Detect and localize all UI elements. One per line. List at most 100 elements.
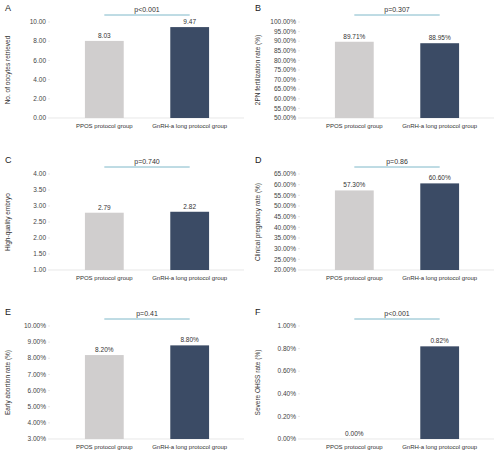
annotation-bracket	[104, 319, 189, 320]
data-label: 0.00%	[345, 430, 364, 437]
y-tick	[298, 227, 300, 228]
bar	[85, 41, 124, 118]
y-tick	[48, 342, 50, 343]
y-tick	[48, 390, 50, 391]
bar	[420, 346, 459, 439]
y-tick-label: 20.00%	[274, 266, 296, 273]
y-tick-label: 1.00	[33, 266, 46, 273]
x-axis-line	[50, 118, 244, 119]
panel-label: D	[255, 155, 262, 165]
annotation-bracket	[354, 167, 439, 168]
y-tick	[298, 393, 300, 394]
y-tick	[48, 238, 50, 239]
y-tick-label: 55.00%	[274, 192, 296, 199]
y-tick	[298, 118, 300, 119]
y-tick-label: 0.80%	[278, 345, 297, 352]
bar	[170, 27, 209, 118]
panel: CHigh-quality embryo1.001.502.002.503.00…	[4, 155, 244, 281]
y-tick	[298, 31, 300, 32]
y-tick	[48, 41, 50, 42]
y-tick	[48, 174, 50, 175]
y-tick	[48, 254, 50, 255]
y-tick-label: 5.00%	[28, 403, 47, 410]
x-axis-line	[50, 439, 244, 440]
y-tick	[298, 270, 300, 271]
annotation-bracket	[354, 15, 439, 16]
y-tick	[48, 374, 50, 375]
y-tick-label: 80.00%	[274, 57, 296, 64]
x-axis-line	[50, 270, 244, 271]
y-tick-label: 30.00%	[274, 245, 296, 252]
y-tick-label: 2.50	[33, 218, 46, 225]
annotation-bracket	[354, 319, 439, 320]
y-tick	[298, 259, 300, 260]
y-axis-label: High-quality embryo	[4, 193, 12, 251]
y-tick	[298, 60, 300, 61]
category-label: GnRH-a long protocol group	[152, 275, 228, 281]
y-tick-label: 25.00%	[274, 256, 296, 263]
y-axis-label: 2PN fertilization rate (%)	[254, 35, 262, 105]
y-axis-label: Early abortion rate (%)	[4, 350, 12, 415]
category-label: PPOS protocol group	[76, 123, 133, 129]
y-tick-label: 9.00%	[28, 338, 47, 345]
y-tick	[298, 206, 300, 207]
bar	[335, 190, 374, 270]
y-tick-label: 6.00	[33, 57, 46, 64]
y-tick-label: 3.00	[33, 202, 46, 209]
y-tick-label: 50.00%	[274, 202, 296, 209]
y-tick	[298, 216, 300, 217]
y-tick-label: 75.00%	[274, 66, 296, 73]
y-tick-label: 3.00%	[28, 435, 47, 442]
category-label: PPOS protocol group	[76, 444, 133, 450]
panel-label: E	[5, 307, 11, 317]
y-tick	[48, 358, 50, 359]
bars	[85, 345, 209, 439]
panel: ANo. of oocytes retrieved0.002.004.006.0…	[4, 3, 244, 129]
data-label: 9.47	[183, 18, 196, 25]
y-tick-label: 35.00%	[274, 234, 296, 241]
bars	[420, 346, 459, 439]
figure: ANo. of oocytes retrieved0.002.004.006.0…	[0, 0, 500, 466]
y-tick-label: 7.00%	[28, 371, 47, 378]
y-tick-label: 10.00%	[24, 322, 46, 329]
y-tick-label: 0.00%	[278, 435, 297, 442]
y-tick-label: 3.50	[33, 186, 46, 193]
annotation: p<0.001	[384, 310, 410, 318]
y-tick-label: 65.00%	[274, 170, 296, 177]
category-label: PPOS protocol group	[326, 444, 383, 450]
y-tick-label: 70.00%	[274, 76, 296, 83]
bar	[420, 43, 459, 118]
x-axis-line	[300, 439, 494, 440]
annotation-bracket	[104, 15, 189, 16]
y-tick-label: 85.00%	[274, 47, 296, 54]
y-tick-label: 65.00%	[274, 85, 296, 92]
y-tick-label: 10.00	[30, 18, 47, 25]
y-tick-label: 100.00%	[270, 18, 296, 25]
y-tick	[48, 60, 50, 61]
y-tick-label: 6.00%	[28, 387, 47, 394]
bar	[335, 42, 374, 118]
annotation-bracket	[104, 167, 189, 168]
y-tick	[298, 70, 300, 71]
y-tick-label: 60.00%	[274, 181, 296, 188]
data-label: 60.60%	[429, 174, 451, 181]
y-tick-label: 90.00%	[274, 37, 296, 44]
category-label: GnRH-a long protocol group	[402, 123, 478, 129]
y-tick	[48, 98, 50, 99]
y-tick	[298, 416, 300, 417]
panel-label: B	[255, 3, 261, 13]
panel-label: A	[5, 3, 11, 13]
y-tick	[48, 326, 50, 327]
annotation: p=0.307	[384, 6, 410, 14]
y-tick-label: 1.50	[33, 250, 46, 257]
y-tick	[48, 270, 50, 271]
x-axis-line	[300, 270, 494, 271]
y-tick-label: 45.00%	[274, 213, 296, 220]
panel: EEarly abortion rate (%)3.00%4.00%5.00%6…	[4, 307, 244, 450]
category-label: PPOS protocol group	[326, 275, 383, 281]
annotation: p=0.740	[134, 158, 160, 166]
y-tick-label: 8.00%	[28, 354, 47, 361]
x-axis-line	[300, 118, 494, 119]
y-tick-label: 2.00	[33, 95, 46, 102]
y-tick	[48, 79, 50, 80]
